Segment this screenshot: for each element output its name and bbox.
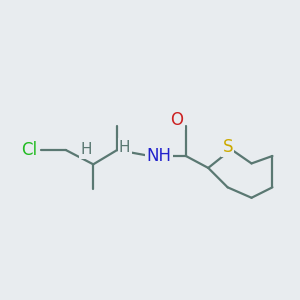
Text: H: H <box>80 142 92 158</box>
Text: NH: NH <box>146 147 172 165</box>
Text: H: H <box>119 140 130 154</box>
Text: O: O <box>170 111 183 129</box>
Text: S: S <box>222 138 233 156</box>
Text: Cl: Cl <box>21 141 37 159</box>
